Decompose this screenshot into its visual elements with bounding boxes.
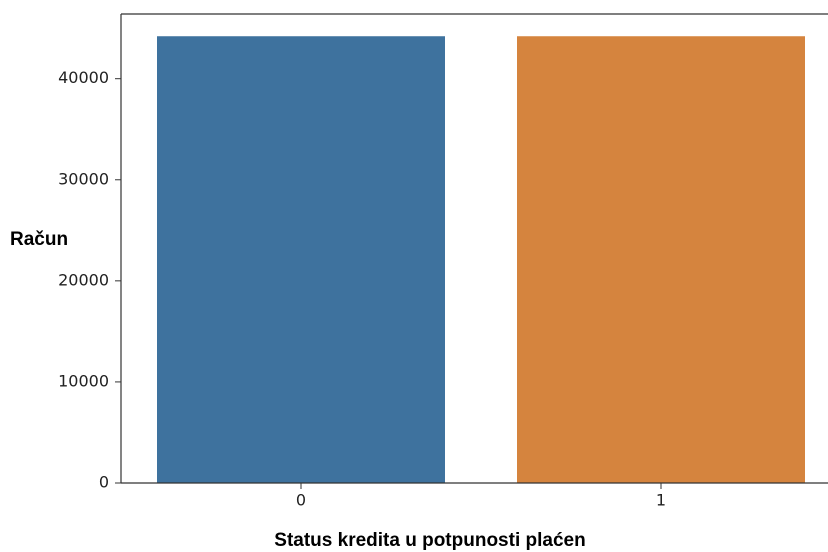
y-tick-label: 10000 — [58, 371, 109, 390]
x-tick-label: 0 — [296, 491, 306, 510]
y-tick-label: 0 — [99, 473, 109, 492]
x-tick-label: 1 — [656, 491, 666, 510]
y-tick-label: 20000 — [58, 270, 109, 289]
bar — [517, 36, 805, 484]
y-tick-label: 30000 — [58, 169, 109, 188]
y-tick-label: 40000 — [58, 68, 109, 87]
bar — [157, 36, 445, 484]
y-axis-label: Račun — [10, 229, 68, 250]
x-axis-label: Status kredita u potpunosti plaćen — [274, 530, 585, 551]
